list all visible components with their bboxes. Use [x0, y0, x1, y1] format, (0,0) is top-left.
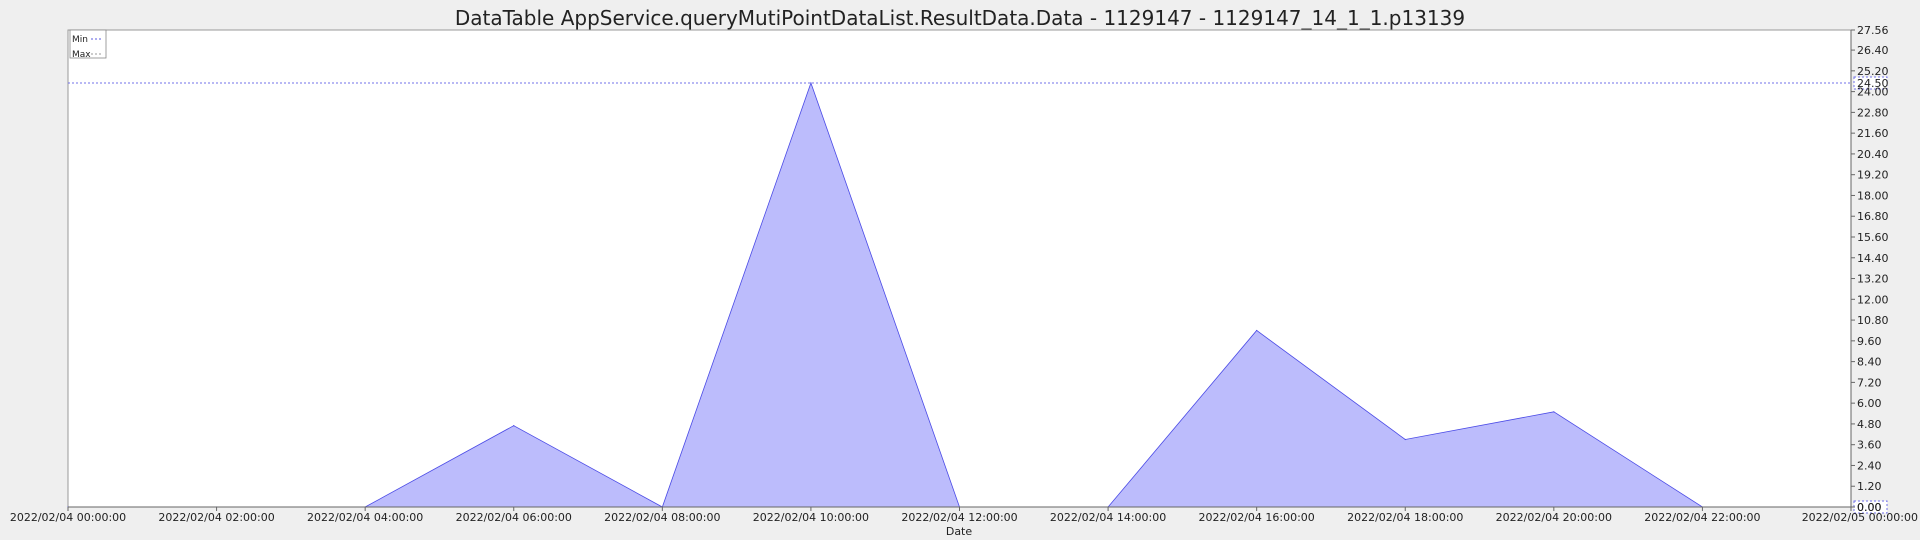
x-tick-label: 2022/02/04 08:00:00: [604, 511, 720, 524]
y-tick-label: 9.60: [1857, 335, 1882, 348]
x-axis: 2022/02/04 00:00:00 2022/02/04 02:00:00 20…: [10, 506, 1918, 524]
y-tick-label: 16.80: [1857, 210, 1889, 223]
y-tick-label: 3.60: [1857, 439, 1882, 452]
data-point: [1553, 411, 1555, 413]
x-tick-label: 2022/02/04 02:00:00: [158, 511, 274, 524]
y-tick-label: 7.20: [1857, 376, 1882, 389]
x-tick-label: 2022/02/04 16:00:00: [1199, 511, 1315, 524]
reference-label-box: [1853, 76, 1888, 90]
data-point: [1256, 329, 1258, 332]
x-tick-label: 2022/02/04 20:00:00: [1496, 511, 1612, 524]
x-tick-label: 2022/02/04 14:00:00: [1050, 511, 1166, 524]
x-tick-label: 2022/02/05 00:00:00: [1802, 511, 1918, 524]
y-tick-label: 20.40: [1857, 148, 1889, 161]
y-tick-label: 21.60: [1857, 127, 1889, 140]
y-tick-label: 14.40: [1857, 252, 1889, 265]
y-tick-label: 2.40: [1857, 459, 1882, 472]
data-point: [1404, 438, 1406, 441]
y-tick-label: 6.00: [1857, 397, 1882, 410]
data-point: [513, 425, 515, 427]
reference-layer: 24.50 0.00: [68, 76, 1889, 514]
legend-box: [69, 29, 107, 59]
legend-label: Min: [72, 35, 88, 45]
y-tick-label: 18.00: [1857, 189, 1889, 202]
y-tick-label: 0.00: [1857, 501, 1882, 514]
chart-title: DataTable AppService.queryMutiPointDataL…: [455, 6, 1465, 30]
y-tick-label: 22.80: [1857, 106, 1889, 119]
y-tick-label: 13.20: [1857, 273, 1889, 286]
x-tick-label: 2022/02/04 00:00:00: [10, 511, 126, 524]
legend: Min Max: [69, 29, 107, 60]
x-tick-label: 2022/02/04 04:00:00: [307, 511, 423, 524]
y-tick-label: 12.00: [1857, 293, 1889, 306]
x-tick-label: 2022/02/04 22:00:00: [1644, 511, 1760, 524]
reference-label: 24.50: [1857, 77, 1889, 90]
y-tick-label: 10.80: [1857, 314, 1889, 327]
x-tick-label: 2022/02/04 06:00:00: [456, 511, 572, 524]
x-axis-label: Date: [946, 525, 973, 538]
x-tick-label: 2022/02/04 12:00:00: [901, 511, 1017, 524]
legend-label: Max: [72, 50, 91, 60]
x-tick-label: 2022/02/04 18:00:00: [1347, 511, 1463, 524]
y-tick-label: 25.20: [1857, 65, 1889, 78]
y-tick-label: 24.00: [1857, 86, 1889, 99]
y-tick-label: 27.56: [1857, 24, 1889, 37]
x-tick-label: 2022/02/04 10:00:00: [753, 511, 869, 524]
y-tick-label: 19.20: [1857, 169, 1889, 182]
y-tick-label: 15.60: [1857, 231, 1889, 244]
y-axis: 0.00 1.20 2.40 3.60 4.80 6.00 7.20 8.40 9.60 10.8…: [1850, 24, 1889, 514]
y-tick-label: 4.80: [1857, 418, 1882, 431]
min-label: 0.00: [1857, 501, 1882, 514]
y-tick-label: 1.20: [1857, 480, 1882, 493]
data-point: [810, 82, 812, 84]
y-tick-label: 8.40: [1857, 356, 1882, 369]
y-tick-label: 26.40: [1857, 44, 1889, 57]
